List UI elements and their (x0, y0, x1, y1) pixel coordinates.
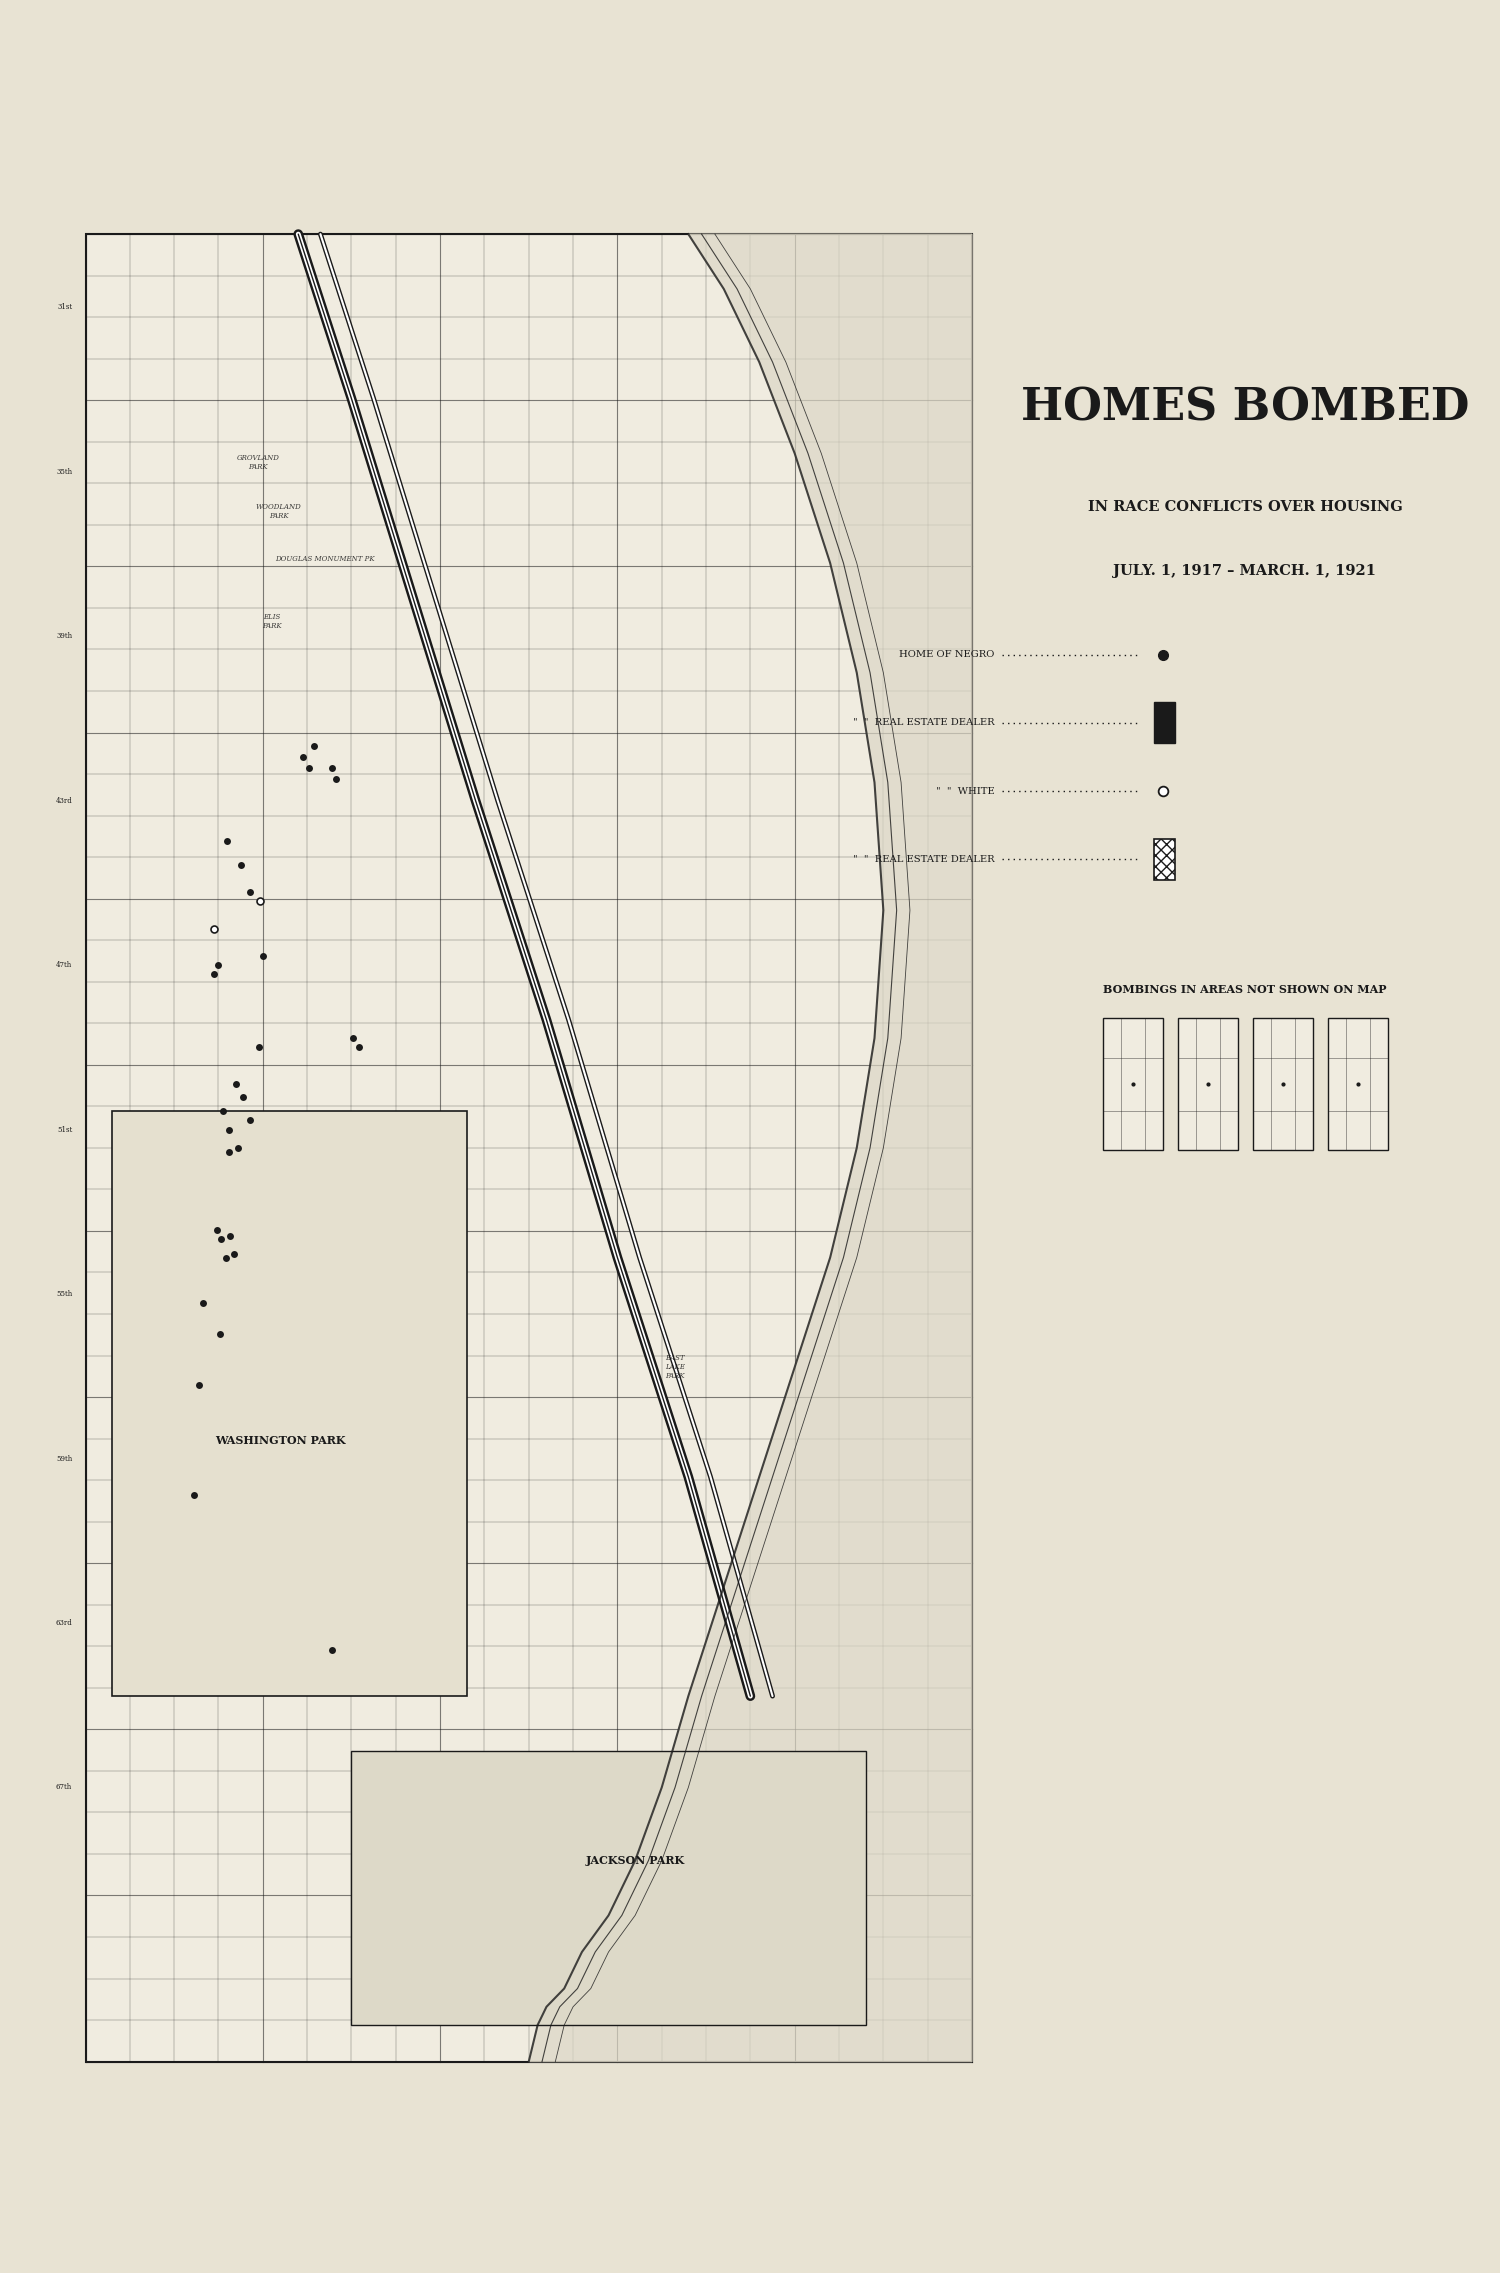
Text: 35th: 35th (56, 468, 72, 475)
Text: 55th: 55th (56, 1291, 72, 1298)
Bar (86, 234, 972, 2062)
Polygon shape (528, 234, 972, 2062)
Bar (1154, 839, 1174, 880)
Text: 43rd: 43rd (56, 796, 72, 805)
Text: 47th: 47th (56, 961, 72, 968)
Text: "  "  WHITE: " " WHITE (936, 786, 994, 796)
Text: HOMES BOMBED: HOMES BOMBED (1022, 386, 1468, 430)
Text: JULY. 1, 1917 – MARCH. 1, 1921: JULY. 1, 1917 – MARCH. 1, 1921 (1113, 564, 1377, 577)
Text: "  "  REAL ESTATE DEALER: " " REAL ESTATE DEALER (853, 718, 994, 727)
Text: "  "  REAL ESTATE DEALER: " " REAL ESTATE DEALER (853, 855, 994, 864)
Text: HOME OF NEGRO: HOME OF NEGRO (898, 650, 995, 659)
Text: EAST
LAKE
PARK: EAST LAKE PARK (664, 1355, 686, 1380)
Text: WOODLAND
PARK: WOODLAND PARK (256, 502, 302, 521)
Bar (1178, 1018, 1238, 1150)
Text: GROVLAND
PARK: GROVLAND PARK (237, 455, 280, 471)
Text: DOUGLAS MONUMENT PK: DOUGLAS MONUMENT PK (274, 555, 375, 564)
Text: 59th: 59th (56, 1455, 72, 1462)
Text: 63rd: 63rd (56, 1618, 72, 1627)
Text: 51st: 51st (57, 1125, 72, 1134)
Text: JACKSON PARK: JACKSON PARK (585, 1855, 684, 1866)
Bar (1328, 1018, 1388, 1150)
Bar (1154, 702, 1174, 743)
Text: WASHINGTON PARK: WASHINGTON PARK (216, 1434, 346, 1446)
Bar (112, 1111, 466, 1696)
Text: 39th: 39th (56, 632, 72, 641)
Text: 31st: 31st (57, 302, 72, 311)
Bar (1102, 1018, 1162, 1150)
Text: IN RACE CONFLICTS OVER HOUSING: IN RACE CONFLICTS OVER HOUSING (1088, 500, 1402, 514)
Bar (351, 1750, 866, 2025)
Text: 67th: 67th (56, 1784, 72, 1791)
Text: BOMBINGS IN AREAS NOT SHOWN ON MAP: BOMBINGS IN AREAS NOT SHOWN ON MAP (1102, 984, 1386, 996)
Text: ELIS
PARK: ELIS PARK (262, 614, 282, 630)
Bar (1252, 1018, 1312, 1150)
